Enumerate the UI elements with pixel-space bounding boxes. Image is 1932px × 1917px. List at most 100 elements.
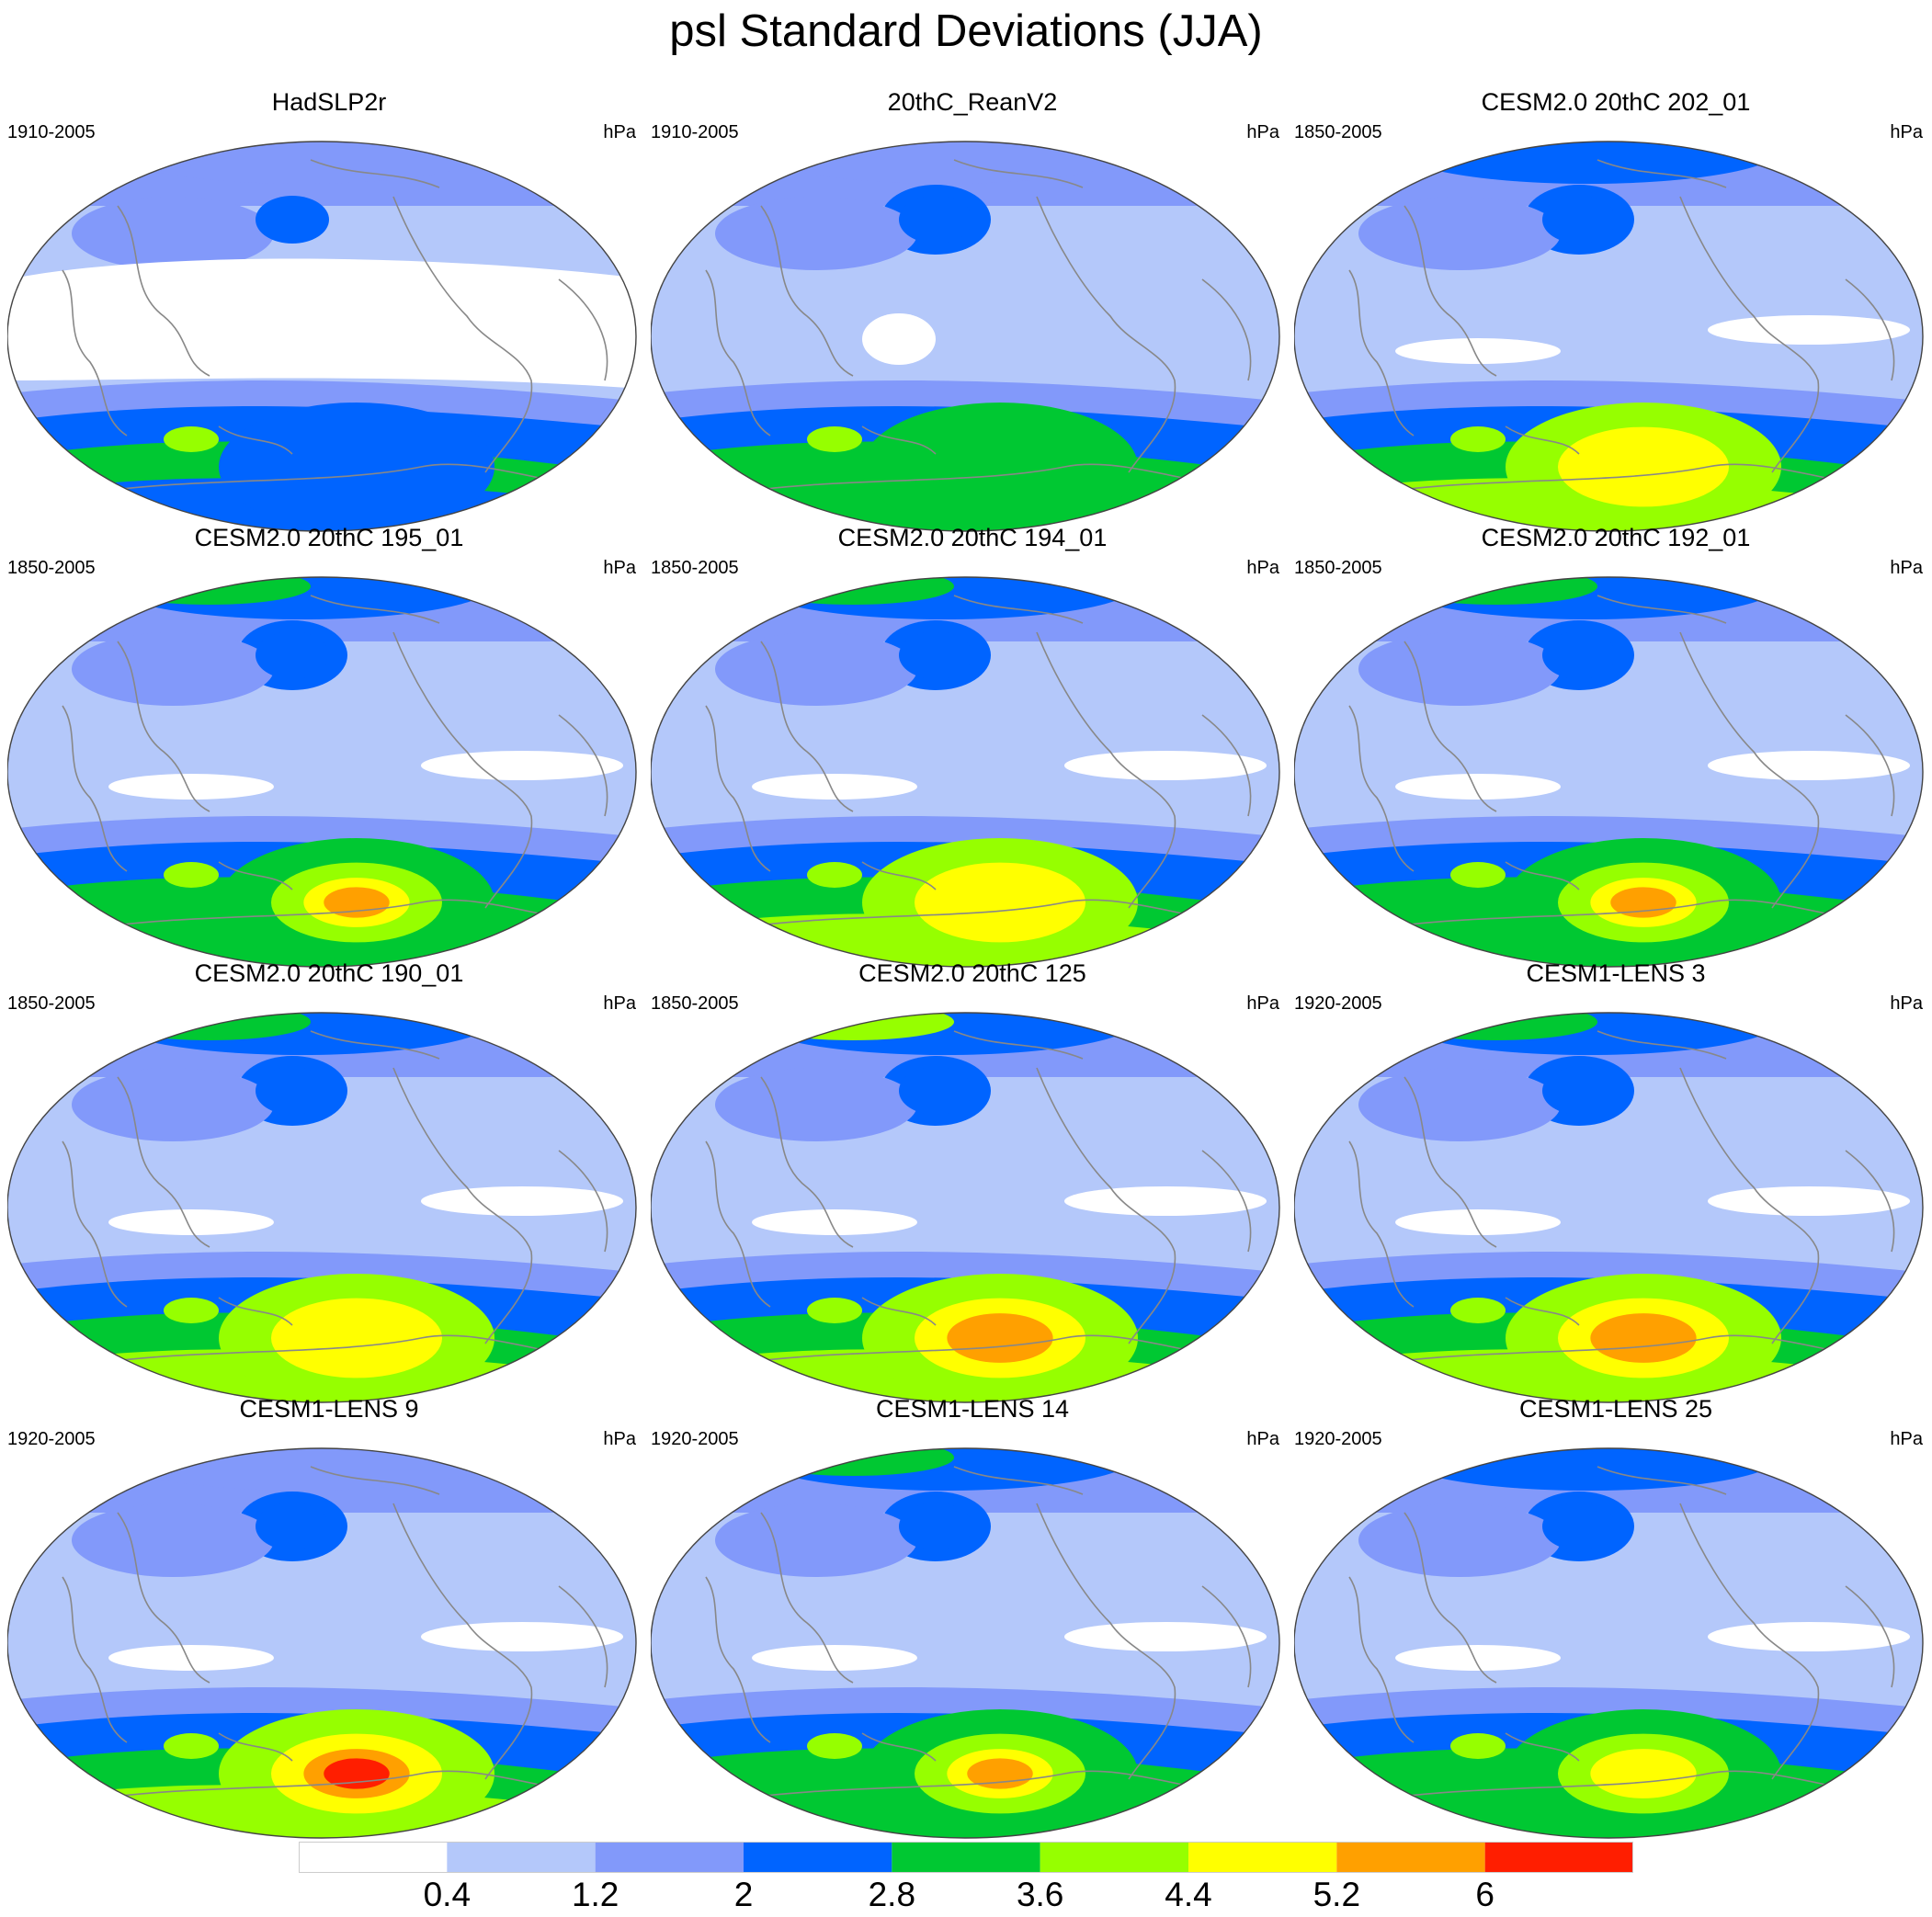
map-plot: [651, 1012, 1280, 1403]
panel-title: CESM1-LENS 9: [239, 1395, 419, 1423]
map-border: [1294, 1012, 1924, 1403]
panel-period: 1910-2005: [7, 122, 96, 142]
panel-units: hPa: [1890, 122, 1923, 142]
map-panel: CESM2.0 20thC 195_01 1850-2005 hPa: [7, 436, 651, 968]
panel-period: 1920-2005: [1294, 993, 1382, 1014]
panel-period: 1850-2005: [1294, 558, 1382, 578]
panel-title: HadSLP2r: [271, 88, 387, 116]
colorbar-border: [299, 1842, 1633, 1873]
map-panel: CESM1-LENS 9 1920-2005 hPa: [7, 1307, 651, 1839]
map-border: [651, 1012, 1280, 1403]
figure-title: psl Standard Deviations (JJA): [669, 6, 1263, 56]
map-border: [1294, 141, 1924, 532]
map-plot: [7, 576, 637, 968]
coastlines: [705, 159, 1252, 495]
map-border: [7, 141, 637, 532]
colorbar-tick-label: 5.2: [1313, 1876, 1361, 1913]
panel-units: hPa: [1246, 993, 1279, 1014]
contour-field: [651, 1448, 1279, 1838]
map-panel: CESM1-LENS 3 1920-2005 hPa: [1294, 871, 1932, 1403]
coastlines: [1348, 595, 1895, 931]
contour-field: [7, 142, 636, 531]
panel-period: 1920-2005: [7, 1429, 96, 1449]
map-panel: CESM2.0 20thC 190_01 1850-2005 hPa: [7, 871, 651, 1403]
coastlines: [705, 1466, 1252, 1802]
panel-title: CESM2.0 20thC 194_01: [837, 524, 1108, 551]
contour-field: [1294, 142, 1923, 531]
colorbar-tick-label: 0.4: [423, 1876, 472, 1913]
coastlines: [1348, 1466, 1895, 1802]
panel-title: CESM2.0 20thC 195_01: [194, 524, 464, 551]
map-panel: 20thC_ReanV2 1910-2005 hPa: [651, 0, 1294, 532]
panel-period: 1920-2005: [1294, 1429, 1382, 1449]
panel-units: hPa: [1890, 558, 1923, 578]
coastlines: [62, 1030, 608, 1367]
map-panel: HadSLP2r 1910-2005 hPa: [7, 0, 651, 532]
colorbar-tick-label: 6: [1475, 1876, 1494, 1913]
panel-period: 1850-2005: [7, 558, 96, 578]
map-plot: [1294, 1447, 1924, 1839]
panel-period: 1920-2005: [651, 1429, 739, 1449]
panel-period: 1850-2005: [1294, 122, 1382, 142]
map-border: [1294, 1447, 1924, 1839]
map-border: [7, 1447, 637, 1839]
map-plot: [7, 1012, 637, 1403]
colorbar-tick-label: 1.2: [571, 1876, 619, 1913]
coastlines: [1348, 1030, 1895, 1367]
colorbar-swatch: [447, 1842, 596, 1873]
map-border: [7, 576, 637, 968]
map-border: [7, 1012, 637, 1403]
contour-field: [651, 1013, 1279, 1402]
panel-title: CESM2.0 20thC 202_01: [1481, 88, 1751, 116]
map-plot: [1294, 1012, 1924, 1403]
colorbar-tick-label: 4.4: [1165, 1876, 1212, 1913]
colorbar-swatch: [1188, 1842, 1337, 1873]
map-border: [1294, 576, 1924, 968]
contour-field: [1294, 577, 1923, 967]
map-panel: CESM1-LENS 14 1920-2005 hPa: [651, 1307, 1294, 1839]
map-border: [651, 141, 1280, 532]
panel-title: CESM1-LENS 14: [875, 1395, 1070, 1423]
coastlines: [1348, 159, 1895, 495]
map-plot: [7, 1447, 637, 1839]
panel-units: hPa: [603, 122, 636, 142]
map-border: [651, 1447, 1280, 1839]
map-border: [651, 576, 1280, 968]
panel-title: CESM1-LENS 3: [1526, 959, 1706, 987]
panel-period: 1850-2005: [651, 558, 739, 578]
panel-units: hPa: [1890, 993, 1923, 1014]
colorbar-swatch: [1484, 1842, 1633, 1873]
panel-units: hPa: [603, 1429, 636, 1449]
map-plot: [651, 1447, 1280, 1839]
colorbar-tick-label: 2.8: [868, 1876, 916, 1913]
panel-period: 1850-2005: [7, 993, 96, 1014]
colorbar-swatch: [744, 1842, 892, 1873]
contour-field: [7, 577, 636, 967]
map-panel: CESM2.0 20thC 192_01 1850-2005 hPa: [1294, 436, 1932, 968]
panel-title: CESM1-LENS 25: [1518, 1395, 1713, 1423]
map-plot: [651, 576, 1280, 968]
map-plot: [651, 141, 1280, 532]
coastlines: [705, 1030, 1252, 1367]
colorbar-tick-label: 3.6: [1016, 1876, 1064, 1913]
colorbar-swatch: [892, 1842, 1040, 1873]
map-plot: [7, 141, 637, 532]
panel-units: hPa: [1246, 558, 1279, 578]
map-panel: CESM2.0 20thC 125 1850-2005 hPa: [651, 871, 1294, 1403]
colorbar-swatch: [1040, 1842, 1188, 1873]
panel-title: 20thC_ReanV2: [887, 88, 1058, 116]
colorbar-swatch: [595, 1842, 744, 1873]
panel-period: 1910-2005: [651, 122, 739, 142]
coastlines: [705, 595, 1252, 931]
panel-period: 1850-2005: [651, 993, 739, 1014]
panel-units: hPa: [1890, 1429, 1923, 1449]
coastlines: [62, 1466, 608, 1802]
map-panel: CESM1-LENS 25 1920-2005 hPa: [1294, 1307, 1932, 1839]
panel-title: CESM2.0 20thC 125: [858, 959, 1086, 987]
map-panel: CESM2.0 20thC 194_01 1850-2005 hPa: [651, 436, 1294, 968]
map-plot: [1294, 141, 1924, 532]
panel-title: CESM2.0 20thC 190_01: [194, 959, 464, 987]
panel-units: hPa: [603, 993, 636, 1014]
map-panel: CESM2.0 20thC 202_01 1850-2005 hPa: [1294, 0, 1932, 532]
colorbar-swatch: [1336, 1842, 1485, 1873]
